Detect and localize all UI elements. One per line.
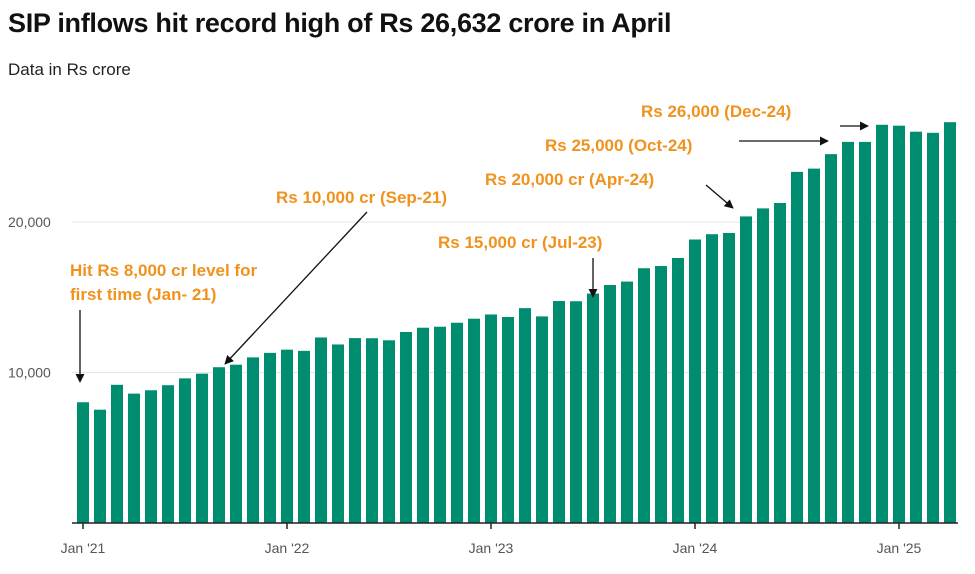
bar-Mar-22 (315, 337, 327, 523)
bar-Feb-25 (910, 131, 922, 523)
bar-Feb-23 (502, 317, 514, 523)
bar-Oct-24 (842, 141, 854, 523)
x-tick-label: Jan '25 (877, 540, 922, 556)
annotation-label: Rs 15,000 cr (Jul-23) (438, 233, 602, 252)
chart-subtitle: Data in Rs crore (8, 60, 131, 79)
bar-Sep-23 (621, 281, 633, 523)
bar-Jun-23 (570, 301, 582, 523)
bar-May-22 (349, 338, 361, 523)
bar-Aug-23 (604, 284, 616, 523)
bar-Apr-22 (332, 344, 344, 523)
bar-Apr-21 (128, 393, 140, 523)
bar-Aug-22 (400, 331, 412, 523)
bar-Nov-24 (859, 141, 871, 523)
bar-Sep-21 (213, 367, 225, 523)
annotation-arrow (224, 211, 368, 365)
chart-title: SIP inflows hit record high of Rs 26,632… (8, 8, 672, 38)
bar-May-21 (145, 390, 157, 523)
bar-Apr-23 (536, 316, 548, 523)
bar-Jul-21 (179, 378, 191, 523)
annotation-label: Rs 25,000 (Oct-24) (545, 136, 692, 155)
bar-Jun-22 (366, 338, 378, 523)
x-tick-label: Jan '24 (673, 540, 718, 556)
bar-Sep-24 (825, 154, 837, 523)
bar-Oct-22 (434, 326, 446, 523)
bar-Nov-21 (247, 357, 259, 523)
annotation-label: Rs 20,000 cr (Apr-24) (485, 170, 654, 189)
bar-Dec-24 (876, 124, 888, 523)
x-tick-label: Jan '23 (469, 540, 514, 556)
bar-Mar-23 (519, 308, 531, 523)
x-tick-label: Jan '22 (265, 540, 310, 556)
bar-Jan-23 (485, 314, 497, 523)
bar-Dec-22 (468, 318, 480, 523)
bar-Dec-21 (264, 352, 276, 523)
bar-Feb-22 (298, 350, 310, 523)
bar-Oct-23 (638, 268, 650, 523)
bar-Aug-21 (196, 373, 208, 523)
bar-Jan-25 (893, 125, 905, 524)
bar-Feb-21 (94, 409, 106, 523)
annotation-label: Rs 10,000 cr (Sep-21) (276, 188, 447, 207)
bar-Jun-24 (774, 203, 786, 523)
bar-Oct-21 (230, 364, 242, 523)
bar-Jan-22 (281, 349, 293, 523)
bar-Jul-23 (587, 293, 599, 523)
bar-Aug-24 (808, 168, 820, 523)
bar-Jul-24 (791, 171, 803, 523)
annotation-label: first time (Jan- 21) (70, 285, 216, 304)
bar-May-24 (757, 208, 769, 523)
bar-Jul-22 (383, 340, 395, 523)
x-tick-label: Jan '21 (61, 540, 106, 556)
annotation-label: Hit Rs 8,000 cr level for (70, 261, 257, 280)
bar-Mar-24 (723, 232, 735, 524)
bar-Mar-21 (111, 384, 123, 523)
bar-Jan-21 (77, 402, 89, 523)
bar-Sep-22 (417, 327, 429, 523)
bar-Apr-25 (944, 122, 956, 523)
y-tick-label: 10,000 (8, 365, 51, 381)
annotation-label: Rs 26,000 (Dec-24) (641, 102, 791, 121)
bar-May-23 (553, 301, 565, 523)
bar-Apr-24 (740, 216, 752, 523)
annotation-arrow (705, 184, 734, 209)
y-tick-label: 20,000 (8, 214, 51, 230)
bar-Mar-25 (927, 132, 939, 523)
bar-Nov-23 (655, 266, 667, 523)
bar-Jun-21 (162, 385, 174, 523)
bar-Feb-24 (706, 234, 718, 523)
bar-Nov-22 (451, 322, 463, 523)
bar-Dec-23 (672, 257, 684, 523)
bar-Jan-24 (689, 239, 701, 523)
